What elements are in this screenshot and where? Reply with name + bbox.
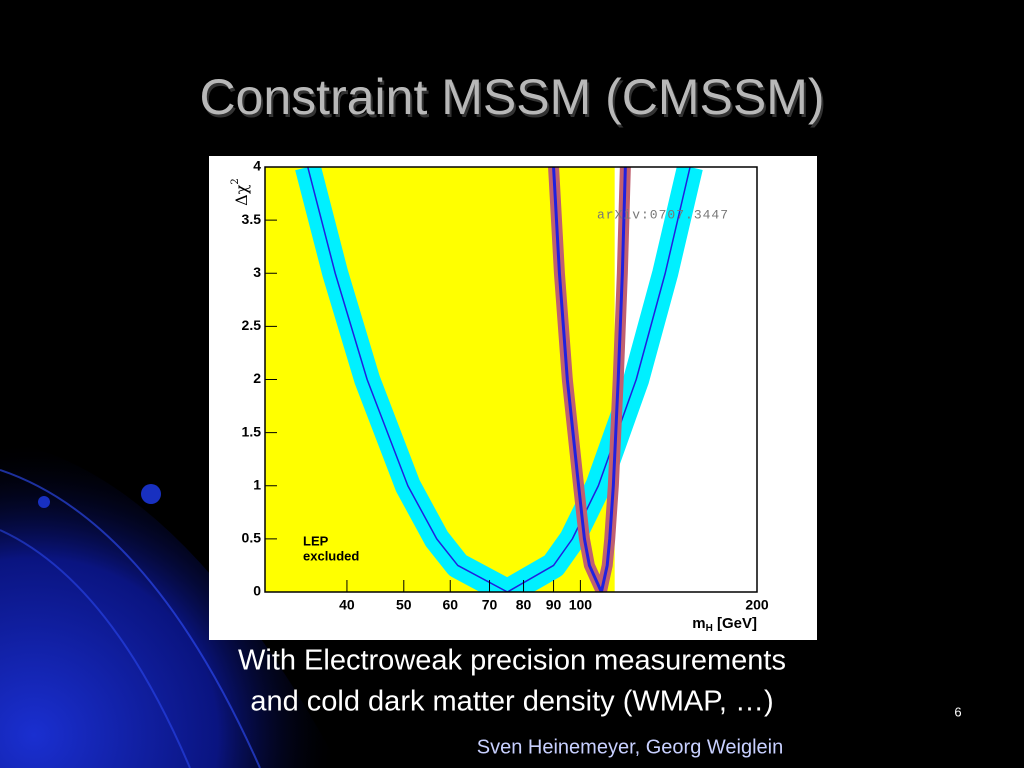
chart: 0 0.5 1 1.5 2 2.5 3 3.5 4 40 50 60 70 80 90 100 200 mH [G… [230, 158, 769, 634]
x-tick-label: 50 [396, 597, 412, 613]
y-tick-label: 2.5 [242, 317, 262, 333]
y-tick-label: 2 [253, 370, 261, 386]
x-tick-label: 70 [482, 597, 498, 613]
y-label-main: Δχ [232, 184, 251, 206]
background-swoosh [0, 440, 340, 768]
x-label-main: m [692, 615, 705, 632]
x-tick-label: 60 [442, 597, 458, 613]
x-tick-label: 100 [569, 597, 593, 613]
y-tick-label: 1 [253, 476, 261, 492]
footer: Sven Heinemeyer, Georg Weiglein [477, 736, 783, 758]
swoosh-line [0, 469, 261, 768]
annotation: arXiv:0707.3447 [597, 207, 729, 222]
annotation: LEP [303, 533, 329, 548]
x-label-sub: H [706, 623, 713, 634]
y-tick-label: 0.5 [242, 530, 262, 546]
swoosh-line [0, 529, 191, 768]
x-tick-label: 40 [339, 597, 355, 613]
swoosh-dot [38, 496, 50, 508]
y-tick-label: 3 [253, 264, 261, 280]
x-tick-label: 200 [745, 597, 769, 613]
slide-title: Constraint MSSM (CMSSM) [199, 69, 824, 125]
y-tick-label: 1.5 [242, 423, 262, 439]
y-axis-label: Δχ2 [230, 178, 251, 206]
series-line [552, 167, 627, 592]
y-tick-label: 3.5 [242, 211, 262, 227]
y-label-sup: 2 [230, 178, 241, 184]
x-axis-label: mH [GeV] [692, 615, 757, 634]
x-tick-label: 90 [546, 597, 562, 613]
caption-line: With Electroweak precision measurements [238, 645, 786, 677]
y-tick-label: 0 [253, 583, 261, 599]
swoosh-dot [141, 484, 161, 504]
y-tick-label: 4 [253, 158, 261, 174]
page-number: 6 [954, 704, 961, 719]
title-shadow: Constraint MSSM (CMSSM) [201, 72, 826, 128]
x-tick-label: 80 [516, 597, 532, 613]
plot-area [295, 167, 703, 592]
series-line [307, 167, 691, 592]
caption-line: and cold dark matter density (WMAP, …) [250, 686, 773, 718]
annotation: excluded [303, 548, 359, 563]
x-label-rest: [GeV] [713, 615, 757, 632]
